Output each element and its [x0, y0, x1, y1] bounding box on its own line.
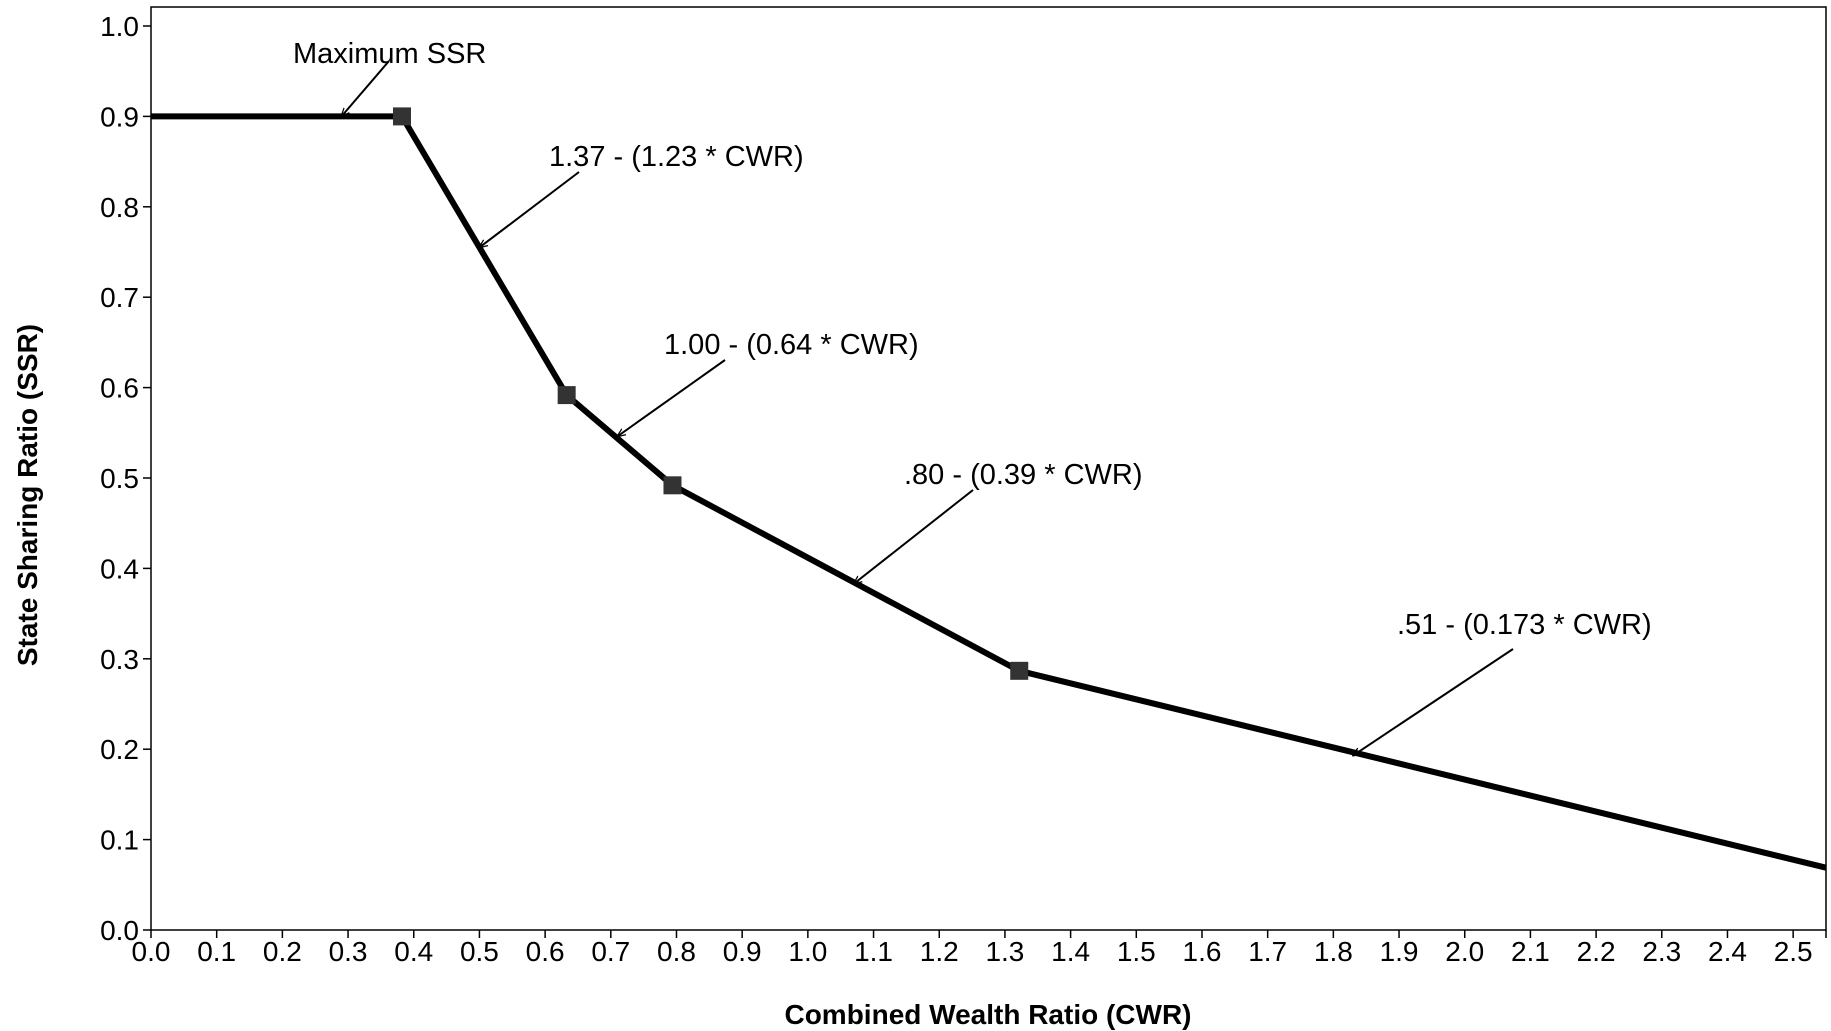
y-tick-label: 0.6 — [100, 373, 139, 404]
x-tick-label: 1.1 — [854, 936, 893, 967]
y-tick-label: 1.0 — [100, 11, 139, 42]
x-tick-label: 1.3 — [985, 936, 1024, 967]
y-axis-title: State Sharing Ratio (SSR) — [12, 324, 43, 666]
x-tick-label: 1.4 — [1051, 936, 1090, 967]
y-tick-label: 0.7 — [100, 282, 139, 313]
y-tick-label: 0.4 — [100, 553, 139, 584]
y-tick-label: 0.1 — [100, 825, 139, 856]
breakpoint-marker — [663, 476, 682, 495]
annotation-arrow — [617, 359, 726, 436]
x-tick-label: 2.4 — [1708, 936, 1747, 967]
annotation-arrow — [479, 171, 580, 247]
y-tick-label: 0.3 — [100, 644, 139, 675]
annotation-label: .51 - (0.173 * CWR) — [1397, 609, 1652, 641]
tick-marks — [143, 25, 1827, 938]
annotations: Maximum SSR 1.37 - (1.23 * CWR) 1.00 - (0.… — [293, 38, 1652, 756]
breakpoint-marker — [557, 386, 576, 405]
annotation-arrow — [854, 489, 974, 584]
y-tick-label: 0.2 — [100, 734, 139, 765]
x-tick-label: 0.4 — [394, 936, 433, 967]
x-tick-label: 0.7 — [591, 936, 630, 967]
annotation-arrow — [1353, 648, 1514, 756]
x-tick-label: 1.2 — [920, 936, 959, 967]
x-tick-label: 2.5 — [1774, 936, 1813, 967]
x-tick-label: 2.1 — [1511, 936, 1550, 967]
x-tick-label: 0.5 — [460, 936, 499, 967]
breakpoint-markers — [392, 107, 1029, 680]
x-tick-label: 0.1 — [197, 936, 236, 967]
y-tick-label: 0.8 — [100, 192, 139, 223]
x-tick-label: 1.9 — [1380, 936, 1419, 967]
x-tick-label: 1.8 — [1314, 936, 1353, 967]
annotation-label: Maximum SSR — [293, 38, 486, 70]
x-tick-label: 2.0 — [1445, 936, 1484, 967]
series-layer — [151, 113, 1827, 871]
annotation-label: 1.00 - (0.64 * CWR) — [664, 329, 919, 361]
x-axis-title: Combined Wealth Ratio (CWR) — [784, 999, 1191, 1030]
x-tick-label: 2.2 — [1577, 936, 1616, 967]
x-tick-label: 1.7 — [1248, 936, 1287, 967]
annotation-label: 1.37 - (1.23 * CWR) — [549, 141, 804, 173]
x-tick-label: 1.6 — [1183, 936, 1222, 967]
x-tick-labels: 0.0 0.1 0.2 0.3 0.4 0.5 0.6 0.7 0.8 0.9 1.0 1.1 1.2 1… — [132, 936, 1813, 967]
breakpoint-marker — [392, 107, 411, 126]
x-tick-label: 0.3 — [329, 936, 368, 967]
x-tick-label: 0.6 — [526, 936, 565, 967]
ssr-line — [151, 113, 1827, 871]
annotation-label: .80 - (0.39 * CWR) — [904, 459, 1143, 491]
annotation-arrow — [341, 60, 390, 116]
y-tick-label: 0.5 — [100, 463, 139, 494]
breakpoint-marker — [1010, 661, 1029, 680]
x-tick-label: 1.5 — [1117, 936, 1156, 967]
x-tick-label: 1.0 — [788, 936, 827, 967]
y-tick-label: 0.0 — [100, 915, 139, 946]
x-tick-label: 0.0 — [132, 936, 171, 967]
y-tick-labels: 0.0 0.1 0.2 0.3 0.4 0.5 0.6 0.7 0.8 0.9 1.0 — [100, 11, 139, 946]
x-tick-label: 0.8 — [657, 936, 696, 967]
y-tick-label: 0.9 — [100, 101, 139, 132]
x-tick-label: 0.2 — [263, 936, 302, 967]
x-tick-label: 0.9 — [723, 936, 762, 967]
x-tick-label: 2.3 — [1642, 936, 1681, 967]
